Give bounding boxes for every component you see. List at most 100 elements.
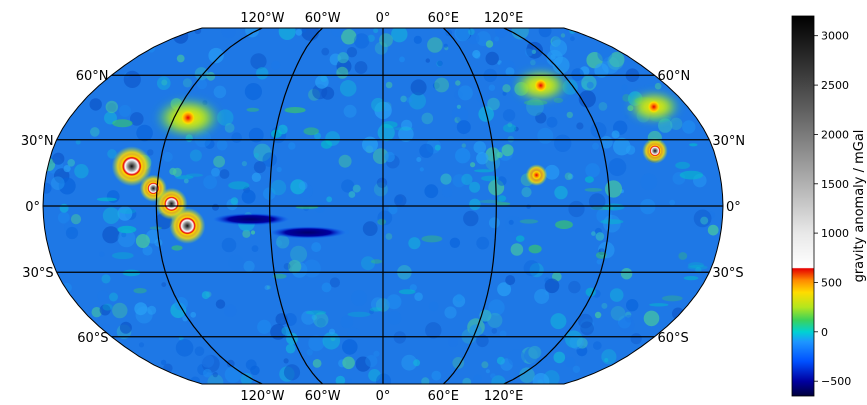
texture-blob — [162, 151, 173, 162]
texture-blob — [630, 333, 642, 345]
texture-blob — [481, 361, 489, 369]
texture-blob — [454, 28, 471, 42]
texture-blob — [535, 112, 547, 124]
texture-blob — [386, 294, 402, 310]
texture-blob — [341, 179, 355, 193]
texture-blob — [75, 139, 81, 145]
texture-streak — [689, 143, 698, 147]
texture-blob — [385, 81, 393, 89]
texture-blob — [654, 82, 662, 90]
texture-blob — [549, 39, 568, 57]
texture-blob — [290, 245, 308, 263]
texture-blob — [67, 159, 75, 167]
texture-blob — [99, 304, 111, 316]
texture-blob — [505, 275, 516, 286]
texture-blob — [59, 203, 69, 213]
texture-blob — [248, 127, 264, 143]
texture-blob — [456, 104, 461, 109]
globe-outline — [42, 27, 724, 385]
texture-blob — [567, 173, 574, 180]
texture-blob — [455, 293, 463, 302]
texture-blob — [203, 368, 212, 378]
texture-blob — [117, 206, 133, 221]
texture-blob — [344, 229, 350, 235]
texture-blob — [640, 173, 658, 191]
texture-blob — [572, 365, 581, 373]
texture-blob — [443, 43, 448, 48]
texture-blob — [58, 177, 76, 195]
texture-blob — [625, 314, 633, 323]
texture-blob — [74, 164, 89, 179]
texture-blob — [592, 142, 599, 150]
texture-blob — [525, 48, 533, 57]
texture-blob — [136, 124, 153, 142]
texture-streak — [398, 289, 416, 295]
texture-blob — [109, 292, 118, 302]
texture-blob — [560, 33, 566, 38]
texture-blob — [321, 47, 330, 56]
texture-blob — [463, 210, 479, 227]
texture-streak — [519, 219, 539, 224]
colorbar-tick-label: −500 — [821, 375, 851, 388]
texture-blob — [196, 79, 208, 90]
colorbar-tick-labels: −500 0 500 1000 1500 2000 2500 3000 — [821, 30, 851, 389]
texture-blob — [566, 111, 573, 119]
texture-blob — [513, 126, 519, 132]
texture-blob — [295, 29, 303, 36]
texture-blob — [245, 359, 257, 371]
texture-blob — [608, 158, 627, 177]
texture-blob — [554, 134, 572, 152]
texture-blob — [253, 152, 260, 158]
texture-blob — [183, 178, 189, 184]
texture-blob — [552, 56, 570, 74]
texture-blob — [624, 114, 629, 119]
latitude-labels-left: 60°N 30°N 0° 30°S 60°S — [21, 69, 109, 346]
texture-blob — [91, 307, 102, 318]
texture-blob — [613, 137, 631, 156]
texture-blob — [283, 364, 301, 381]
texture-blob — [529, 263, 544, 278]
texture-blob — [215, 299, 226, 309]
texture-blob — [212, 372, 218, 378]
texture-streak — [481, 175, 499, 182]
texture-blob — [326, 196, 333, 203]
texture-blob — [544, 291, 550, 296]
texture-blob — [502, 109, 516, 122]
texture-blob — [427, 37, 443, 53]
texture-blob — [287, 259, 302, 274]
texture-blob — [468, 28, 475, 36]
texture-blob — [302, 259, 321, 278]
texture-blob — [528, 345, 542, 359]
texture-blob — [593, 341, 602, 350]
lat-label-left-60n: 60°N — [76, 69, 109, 84]
texture-streak — [133, 288, 147, 294]
texture-streak — [649, 303, 669, 307]
texture-blob — [672, 307, 685, 320]
texture-blob — [401, 354, 418, 371]
texture-blob — [611, 130, 620, 139]
texture-blob — [603, 214, 621, 233]
texture-blob — [89, 98, 102, 111]
texture-streak — [503, 123, 517, 133]
texture-blob — [576, 337, 588, 349]
texture-blob — [576, 122, 584, 130]
texture-blob — [355, 356, 371, 372]
texture-blob — [216, 139, 228, 151]
texture-blob — [203, 175, 218, 190]
texture-streak — [602, 203, 625, 211]
gravity-peak — [146, 181, 161, 196]
texture-blob — [497, 176, 507, 186]
texture-blob — [175, 339, 194, 357]
gravity-low-region — [213, 213, 290, 226]
texture-streak — [584, 188, 603, 192]
texture-blob — [554, 185, 568, 200]
texture-blob — [500, 358, 513, 371]
texture-blob — [63, 165, 71, 173]
texture-blob — [502, 91, 507, 96]
texture-blob — [452, 357, 465, 369]
texture-blob — [507, 349, 526, 367]
colorbar-tick-label: 2000 — [821, 128, 849, 141]
texture-blob — [243, 260, 255, 272]
texture-blob — [341, 29, 357, 45]
lon-label-top-120w: 120°W — [240, 11, 284, 26]
